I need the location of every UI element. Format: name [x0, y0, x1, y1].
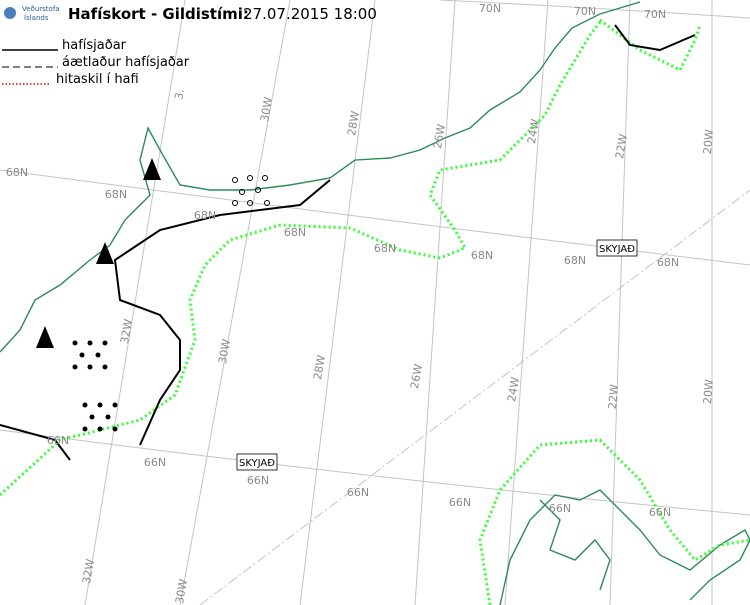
grid-label: 68N [657, 256, 679, 269]
grid-label: 22W [613, 133, 630, 160]
grid-label: 70N [479, 2, 501, 15]
grid-label: 22W [606, 384, 621, 410]
ice-symbols [36, 158, 270, 432]
grid-label: 30W [258, 96, 275, 123]
grid-label: 70N [574, 5, 596, 18]
grid-label: 68N [374, 242, 396, 255]
grid-label: 68N [564, 254, 586, 267]
station-label: SKYJAÐ [599, 244, 635, 255]
grid-label: 66N [549, 502, 571, 515]
grid-label: 68N [284, 226, 306, 239]
grid-label: 26W [408, 363, 425, 390]
grid-label: 66N [347, 486, 369, 499]
logo-text: Veðurstofa [22, 5, 60, 13]
grid-label: 20W [701, 129, 716, 155]
grid-label: 30W [216, 338, 233, 365]
logo-text: Íslands [24, 13, 49, 22]
grid-label: 32W [118, 318, 135, 345]
grid-label: 68N [194, 209, 216, 222]
grid-label: 3. [172, 88, 187, 101]
grid-label: 24W [505, 376, 522, 403]
grid-label: 32W [80, 558, 97, 585]
grid-label: 68N [471, 249, 493, 262]
ice-edge [0, 24, 696, 461]
title: Hafískort - Gildistími: [68, 5, 249, 23]
header: Veðurstofa Íslands Hafískort - Gildistím… [0, 0, 377, 28]
grid-label: 66N [247, 474, 269, 487]
grid-label: 68N [105, 188, 127, 201]
grid-label: 26W [431, 123, 448, 150]
grid-label: 66N [144, 456, 166, 469]
ice-edge-front [0, 18, 750, 605]
grid-label: 66N [449, 496, 471, 509]
valid-time: 27.07.2015 18:00 [243, 5, 377, 23]
grid-label: 28W [345, 110, 362, 137]
grid-label: 68N [6, 166, 28, 179]
grid-label: 66N [649, 506, 671, 519]
grid-label: 20W [701, 379, 716, 405]
grid-label: 28W [311, 354, 328, 381]
stations: SKYJAÐ SKYJAÐ [236, 239, 638, 471]
legend-label: áætlaður hafísjaðar [62, 55, 190, 70]
grid-label: 66N [47, 434, 69, 447]
grid-label: 30W [173, 578, 190, 605]
legend: hafísjaðar áætlaður hafísjaðar hitaskil … [2, 38, 190, 87]
legend-label: hafísjaðar [62, 38, 127, 53]
grid-label: 70N [644, 8, 666, 21]
grid-label: 24W [525, 118, 542, 145]
grid-labels: 70N 70N 70N 3. 30W 28W 26W 24W 22W 20W 68N 68N 68N 68… [6, 2, 716, 605]
legend-label: hitaskil í hafi [56, 72, 139, 87]
station-label: SKYJAÐ [239, 458, 275, 469]
